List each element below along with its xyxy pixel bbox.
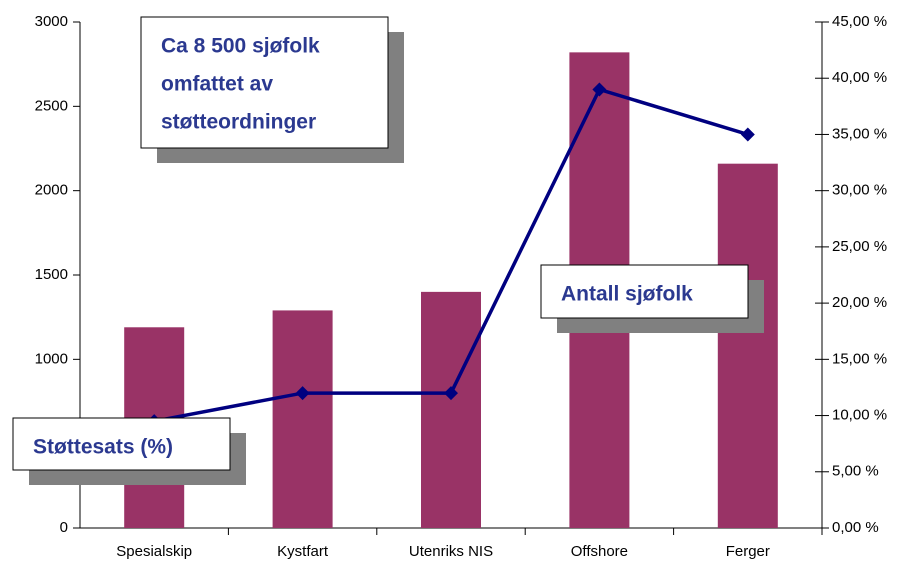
y2-tick-label: 0,00 % (832, 519, 879, 536)
marker (592, 82, 607, 97)
x-tick-label: Offshore (571, 543, 628, 560)
y-tick-label: 2000 (35, 182, 68, 199)
y2-tick-label: 15,00 % (832, 350, 887, 367)
y-tick-label: 3000 (35, 13, 68, 30)
x-tick-label: Ferger (726, 543, 770, 560)
marker (295, 386, 310, 401)
y2-tick-label: 30,00 % (832, 182, 887, 199)
marker (740, 127, 755, 142)
line-label-text: Støttesats (%) (33, 436, 173, 459)
title-box (140, 16, 389, 149)
y2-tick-label: 5,00 % (832, 463, 879, 480)
bar (421, 291, 481, 528)
y2-tick-label: 10,00 % (832, 407, 887, 424)
y2-tick-label: 45,00 % (832, 13, 887, 30)
y-tick-label: 2500 (35, 97, 68, 114)
title-text: omfattet av (161, 73, 273, 96)
marker (444, 386, 458, 401)
title-text: Ca 8 500 sjøfolk (161, 35, 320, 58)
bar (717, 163, 778, 528)
y2-tick-label: 25,00 % (832, 238, 887, 255)
bar-label-box (540, 264, 749, 319)
x-tick-label: Spesialskip (116, 543, 192, 560)
line-label-box (12, 417, 231, 471)
title-text: støtteordninger (161, 111, 316, 134)
bar-label-text: Antall sjøfolk (561, 283, 693, 306)
y2-tick-label: 20,00 % (832, 294, 887, 311)
y2-tick-label: 40,00 % (832, 69, 887, 86)
y-tick-label: 1000 (35, 350, 68, 367)
y2-tick-label: 35,00 % (832, 125, 887, 142)
y-tick-label: 1500 (35, 266, 68, 283)
x-tick-label: Kystfart (277, 543, 329, 560)
y-tick-label: 0 (60, 519, 68, 536)
bar (272, 310, 333, 528)
x-tick-label: Utenriks NIS (409, 543, 493, 560)
